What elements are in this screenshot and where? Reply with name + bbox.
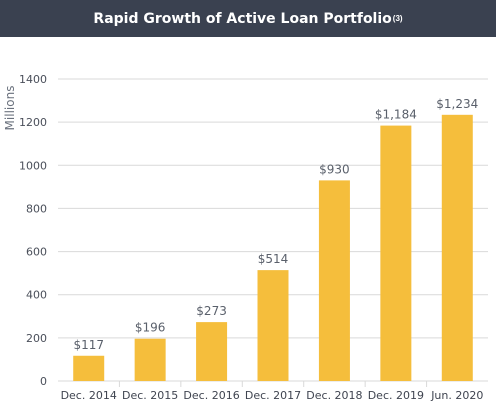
- y-tick-label: 0: [40, 375, 47, 388]
- data-label: $1,184: [375, 108, 417, 122]
- chart-title-bar: Rapid Growth of Active Loan Portfolio (3): [0, 0, 496, 37]
- data-label: $1,234: [436, 97, 478, 111]
- data-label: $196: [135, 321, 166, 335]
- bar: [380, 125, 412, 381]
- bar: [134, 338, 166, 381]
- y-tick-label: 400: [26, 289, 47, 302]
- x-tick-label: Dec. 2018: [306, 389, 362, 402]
- x-tick-label: Dec. 2016: [183, 389, 239, 402]
- y-axis: 0 200 400 600 800 1000 1200 1400: [19, 73, 47, 388]
- x-tick-label: Dec. 2014: [61, 389, 117, 402]
- y-tick-label: 600: [26, 246, 47, 259]
- y-tick-label: 1200: [19, 116, 47, 129]
- x-tick-label: Dec. 2017: [245, 389, 301, 402]
- bar: [73, 355, 105, 381]
- x-tick-label: Jun. 2020: [430, 389, 483, 402]
- x-tick-label: Dec. 2015: [122, 389, 178, 402]
- y-tick-label: 1400: [19, 73, 47, 86]
- bar: [257, 270, 289, 381]
- x-tick-label: Dec. 2019: [368, 389, 424, 402]
- y-tick-label: 200: [26, 332, 47, 345]
- bar: [196, 322, 228, 381]
- x-axis: Dec. 2014 Dec. 2015 Dec. 2016 Dec. 2017 Dec.…: [61, 381, 483, 402]
- y-axis-title: Millions: [3, 86, 17, 131]
- chart-title-footnote: (3): [392, 14, 403, 23]
- y-tick-label: 800: [26, 202, 47, 215]
- data-label: $117: [73, 338, 104, 352]
- bar: [318, 180, 350, 381]
- bar: [441, 114, 473, 382]
- data-label: $514: [258, 252, 289, 266]
- bars: $117 $196 $273 $514 $930 $1,184 $1,234: [73, 97, 478, 382]
- y-tick-label: 1000: [19, 159, 47, 172]
- data-label: $273: [196, 304, 227, 318]
- chart-title: Rapid Growth of Active Loan Portfolio: [93, 10, 392, 27]
- data-label: $930: [319, 162, 350, 176]
